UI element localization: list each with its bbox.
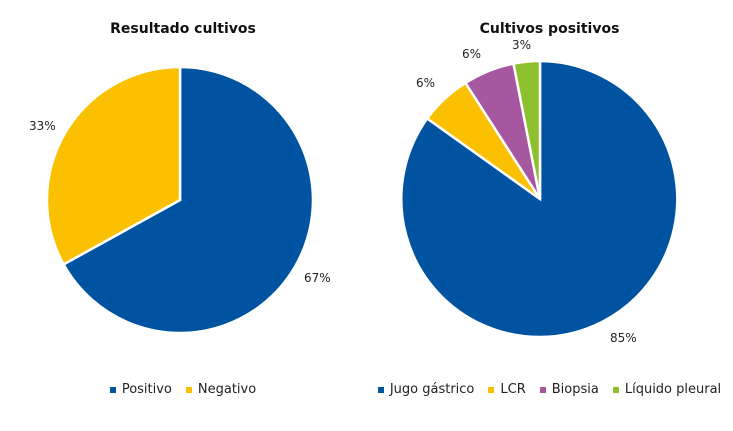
pie-cultivos-positivos — [400, 59, 679, 339]
legend: Jugo gástrico LCR Biopsia Líquido pleura… — [366, 382, 733, 397]
legend-label: Líquido pleural — [624, 382, 722, 397]
chart-resultado-cultivos: Resultado cultivos 67% 33% Positivo Nega… — [0, 0, 366, 431]
legend-item-biopsia: Biopsia — [539, 382, 599, 397]
legend-item-jugo-gastrico: Jugo gástrico — [377, 382, 475, 397]
legend-swatch — [185, 386, 192, 393]
slice-negativo — [45, 65, 182, 267]
legend-item-negativo: Negativo — [185, 382, 257, 397]
legend-swatch — [488, 386, 495, 393]
label-jugo-gastrico: 85% — [610, 331, 637, 345]
pie-resultado-cultivos — [45, 65, 315, 335]
slice-liquido-pleural — [512, 59, 542, 200]
label-lcr: 6% — [416, 76, 436, 90]
chart-cultivos-positivos: Cultivos positivos 85% 6% 6% 3% Jugo gás… — [366, 0, 733, 431]
chart-title: Cultivos positivos — [479, 21, 620, 37]
legend-item-lcr: LCR — [488, 382, 526, 397]
label-negativo: 33% — [29, 119, 56, 133]
legend-item-positivo: Positivo — [109, 382, 172, 397]
legend-label: Negativo — [197, 382, 257, 397]
legend-item-liquido-pleural: Líquido pleural — [612, 382, 722, 397]
legend-swatch — [377, 386, 384, 393]
label-liquido-pleural: 3% — [512, 38, 532, 52]
chart-title: Resultado cultivos — [110, 21, 256, 37]
legend-label: LCR — [500, 382, 526, 397]
legend: Positivo Negativo — [0, 382, 366, 397]
label-positivo: 67% — [304, 271, 331, 285]
label-biopsia: 6% — [462, 47, 482, 61]
legend-swatch — [109, 386, 116, 393]
legend-label: Positivo — [121, 382, 172, 397]
legend-label: Jugo gástrico — [389, 382, 475, 397]
legend-label: Biopsia — [551, 382, 599, 397]
slice-positivo — [61, 65, 315, 335]
legend-swatch — [539, 386, 546, 393]
legend-swatch — [612, 386, 619, 393]
